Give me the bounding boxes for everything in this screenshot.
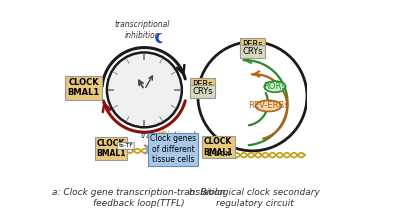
Text: transcriptional
activation: transcriptional activation: [140, 131, 196, 150]
Text: a: Clock gene transcription-translation
feedback loop(TTFL): a: Clock gene transcription-translation …: [52, 188, 226, 208]
Circle shape: [107, 52, 182, 127]
Text: REV-ERBs: REV-ERBs: [248, 101, 289, 110]
Text: PERs: PERs: [192, 80, 213, 89]
Ellipse shape: [256, 100, 281, 111]
Text: ts-TF: ts-TF: [118, 143, 133, 149]
Text: PERs: PERs: [242, 40, 263, 49]
Circle shape: [159, 132, 166, 139]
Text: CLOCK
BMAL1: CLOCK BMAL1: [68, 78, 100, 97]
Circle shape: [159, 35, 166, 41]
Text: CRYs: CRYs: [242, 47, 263, 56]
Text: b: Biological clock secondary
regulatory circuit: b: Biological clock secondary regulatory…: [189, 188, 320, 208]
Ellipse shape: [264, 81, 286, 92]
Text: Clock genes
of different
tissue cells: Clock genes of different tissue cells: [150, 134, 196, 164]
Text: CLOCK
BMAL1: CLOCK BMAL1: [204, 137, 233, 157]
Text: E-box: E-box: [206, 149, 230, 158]
Text: CLOCK
BMAL1: CLOCK BMAL1: [96, 139, 126, 158]
Text: RORs: RORs: [264, 82, 286, 91]
Text: CRYs: CRYs: [192, 87, 213, 96]
Text: transcriptional
inhibition: transcriptional inhibition: [114, 20, 170, 40]
Wedge shape: [156, 34, 164, 42]
